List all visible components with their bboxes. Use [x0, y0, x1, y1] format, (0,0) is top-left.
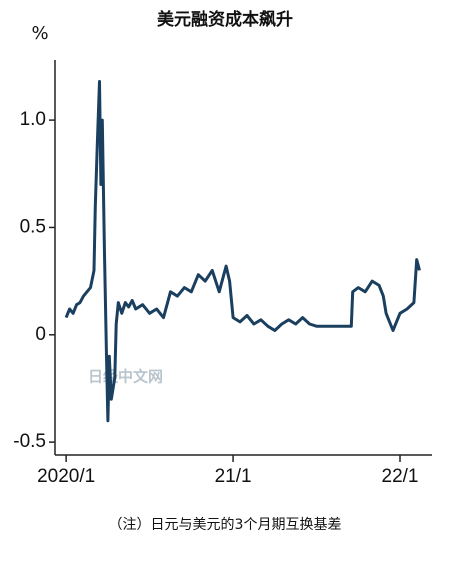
data-line — [64, 80, 421, 423]
y-tick-label: 0 — [35, 324, 46, 345]
x-tick-label: 2020/1 — [37, 466, 95, 487]
x-tick-label: 21/1 — [215, 466, 252, 487]
chart-title: 美元融资成本飙升 — [157, 9, 293, 30]
y-tick-label: 0.5 — [20, 216, 46, 237]
x-tick-label: 22/1 — [382, 466, 419, 487]
y-unit: % — [31, 23, 48, 44]
watermark: 日经中文网 — [88, 368, 163, 386]
y-tick-label: 1.0 — [20, 109, 46, 130]
note: （注）日元与美元的3个月期互换基差 — [109, 516, 342, 533]
y-tick-label: -0.5 — [13, 431, 46, 452]
